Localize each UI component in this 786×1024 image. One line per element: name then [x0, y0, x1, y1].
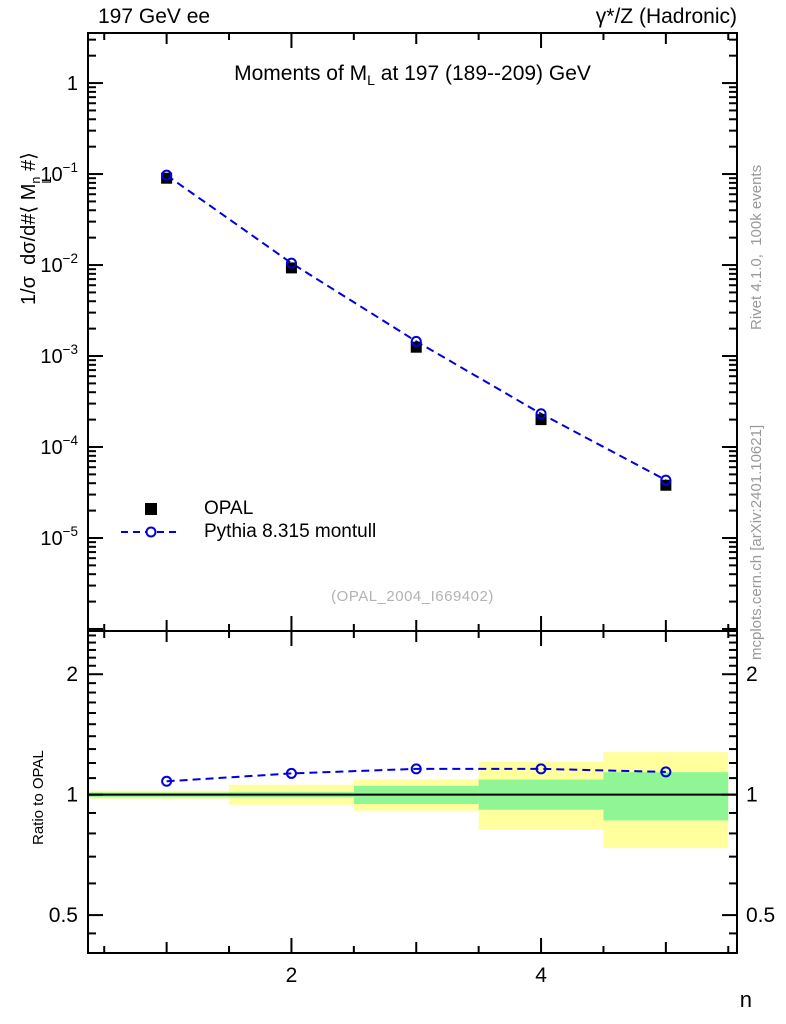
pythia-data-point — [410, 335, 422, 347]
ratio-pythia-point — [660, 766, 672, 778]
rivet-version-note: Rivet 4.1.0, 100k events — [748, 164, 765, 330]
opal-data-point — [410, 341, 422, 353]
opal-data-point — [535, 414, 547, 426]
main-y-tick-label: 10−4 — [40, 433, 78, 459]
pythia-circle-glyph — [145, 526, 157, 537]
ratio-pythia-point — [161, 775, 173, 787]
main-y-tick-label: 1 — [67, 73, 78, 95]
x-tick-label: 4 — [535, 964, 547, 987]
header-process: γ*/Z (Hadronic) — [595, 5, 737, 28]
opal-marker-icon — [120, 501, 182, 517]
plot-title-pre: Moments of M — [234, 62, 368, 85]
pythia-data-point — [535, 408, 547, 420]
ratio-y-tick-label: 2 — [746, 663, 758, 686]
plot-title-sub: L — [367, 72, 375, 89]
mcplots-reference-note: mcplots.cern.ch [arXiv:2401.10621] — [748, 424, 765, 660]
main-y-tick-label: 10−2 — [40, 251, 78, 277]
x-tick-label: 2 — [286, 964, 298, 987]
main-y-tick-label: 10−5 — [40, 524, 78, 550]
ratio-y-tick-label: 0.5 — [49, 904, 78, 927]
ratio-y-tick-label: 2 — [66, 663, 78, 686]
plot-title: Moments of ML at 197 (189--209) GeV — [88, 62, 737, 88]
legend-label-opal: OPAL — [204, 497, 254, 519]
plot-title-post: at 197 (189--209) GeV — [374, 62, 591, 85]
header-beam-energy: 197 GeV ee — [98, 5, 211, 28]
main-ylabel-pre: 1/σ dσ/d#⟨ M — [18, 183, 40, 305]
legend-label-pythia: Pythia 8.315 montull — [204, 520, 377, 542]
pythia-data-point — [285, 257, 297, 269]
ratio-pythia-point — [285, 767, 297, 779]
pythia-data-point — [161, 169, 173, 181]
analysis-id-watermark: (OPAL_2004_I669402) — [331, 588, 494, 605]
opal-data-point — [161, 172, 173, 184]
ratio-y-tick-label: 1 — [66, 784, 78, 807]
ratio-pythia-point — [535, 763, 547, 775]
ratio-y-tick-label: 0.5 — [746, 904, 775, 927]
pythia-line — [166, 174, 667, 481]
ratio-pythia-line — [166, 767, 666, 783]
ratio-y-tick-label: 1 — [746, 784, 758, 807]
ratio-panel-frame — [87, 630, 738, 954]
main-y-tick-label: 10−3 — [40, 342, 78, 368]
x-axis-label: n — [739, 987, 752, 1012]
legend-row-opal: OPAL — [120, 497, 376, 520]
ratio-y-axis-label: Ratio to OPAL — [30, 750, 47, 845]
legend: OPAL Pythia 8.315 montull — [120, 497, 376, 543]
legend-row-pythia: Pythia 8.315 montull — [120, 520, 376, 543]
main-ylabel-sub: L — [39, 176, 54, 184]
main-y-tick-label: 10−1 — [40, 160, 78, 186]
pythia-marker-icon — [120, 524, 182, 540]
pythia-data-point — [660, 474, 672, 486]
ratio-pythia-point — [410, 763, 422, 775]
main-ylabel-post: #⟩ — [18, 152, 40, 177]
ratio-band-green — [603, 772, 729, 821]
opal-square-glyph — [145, 502, 157, 515]
